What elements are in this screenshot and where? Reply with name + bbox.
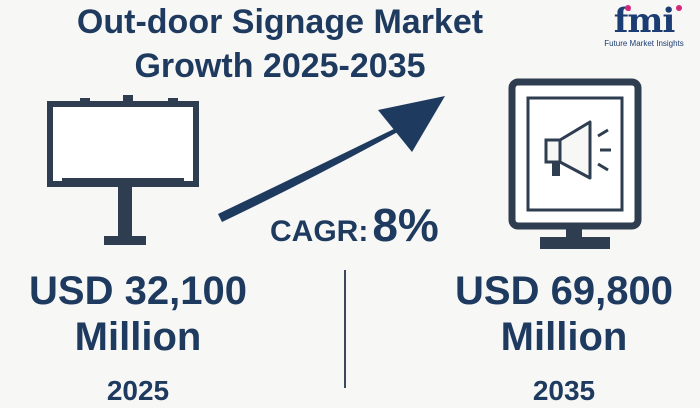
end-unit: Million: [500, 315, 628, 359]
start-stat: USD 32,100 Million 2025: [8, 268, 268, 408]
end-amount: USD 69,800: [455, 269, 673, 313]
digital-sign-megaphone-icon: [508, 78, 642, 249]
cagr-value: 8%: [372, 199, 439, 251]
logo-tagline: Future Market Insights: [604, 39, 684, 48]
end-stat: USD 69,800 Million 2035: [434, 268, 694, 408]
start-year: 2025: [106, 375, 170, 406]
cagr-callout: CAGR:8%: [270, 198, 439, 252]
billboard-icon: [47, 95, 199, 245]
fmi-logo: fmi Future Market Insights: [596, 4, 692, 48]
logo-accent: [625, 5, 682, 11]
title-line-2: Growth 2025-2035: [134, 47, 426, 85]
logo-mark: fmi: [613, 1, 676, 41]
title-line-1: Out-door Signage Market: [76, 3, 484, 41]
growth-arrow-icon: [218, 96, 445, 222]
page-title: Out-door Signage Market Growth 2025-2035: [0, 0, 560, 88]
cagr-label: CAGR:: [270, 215, 369, 248]
start-unit: Million: [74, 315, 202, 359]
start-amount: USD 32,100: [29, 269, 247, 313]
center-divider: [344, 270, 346, 388]
end-year: 2035: [532, 375, 596, 406]
